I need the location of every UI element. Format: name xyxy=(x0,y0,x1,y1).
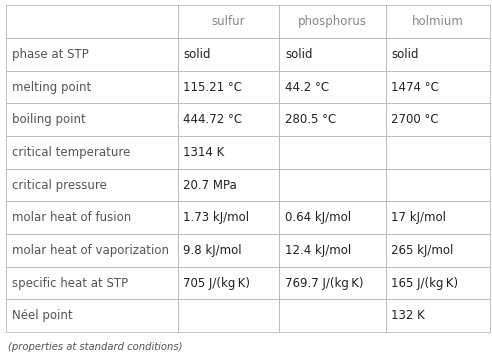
Text: boiling point: boiling point xyxy=(12,113,86,126)
Text: specific heat at STP: specific heat at STP xyxy=(12,276,128,290)
Text: 1314 K: 1314 K xyxy=(184,146,225,159)
Text: 705 J/(kg K): 705 J/(kg K) xyxy=(184,276,250,290)
Text: 12.4 kJ/mol: 12.4 kJ/mol xyxy=(285,244,351,257)
Text: 44.2 °C: 44.2 °C xyxy=(285,80,329,94)
Text: solid: solid xyxy=(285,48,312,61)
Text: 115.21 °C: 115.21 °C xyxy=(184,80,243,94)
Text: 769.7 J/(kg K): 769.7 J/(kg K) xyxy=(285,276,364,290)
Text: 280.5 °C: 280.5 °C xyxy=(285,113,337,126)
Text: phosphorus: phosphorus xyxy=(298,15,367,28)
Text: sulfur: sulfur xyxy=(212,15,245,28)
Text: critical pressure: critical pressure xyxy=(12,178,107,192)
Text: 1474 °C: 1474 °C xyxy=(392,80,439,94)
Text: 265 kJ/mol: 265 kJ/mol xyxy=(392,244,454,257)
Text: solid: solid xyxy=(184,48,211,61)
Text: 20.7 MPa: 20.7 MPa xyxy=(184,178,237,192)
Text: molar heat of vaporization: molar heat of vaporization xyxy=(12,244,169,257)
Text: 165 J/(kg K): 165 J/(kg K) xyxy=(392,276,459,290)
Text: solid: solid xyxy=(392,48,419,61)
Text: holmium: holmium xyxy=(412,15,463,28)
Text: critical temperature: critical temperature xyxy=(12,146,130,159)
Text: molar heat of fusion: molar heat of fusion xyxy=(12,211,131,224)
Text: 444.72 °C: 444.72 °C xyxy=(184,113,243,126)
Text: 17 kJ/mol: 17 kJ/mol xyxy=(392,211,446,224)
Text: phase at STP: phase at STP xyxy=(12,48,89,61)
Text: 9.8 kJ/mol: 9.8 kJ/mol xyxy=(184,244,242,257)
Text: 2700 °C: 2700 °C xyxy=(392,113,439,126)
Text: 1.73 kJ/mol: 1.73 kJ/mol xyxy=(184,211,249,224)
Text: (properties at standard conditions): (properties at standard conditions) xyxy=(8,342,183,352)
Text: 0.64 kJ/mol: 0.64 kJ/mol xyxy=(285,211,351,224)
Text: Néel point: Néel point xyxy=(12,309,72,322)
Text: 132 K: 132 K xyxy=(392,309,425,322)
Text: melting point: melting point xyxy=(12,80,91,94)
